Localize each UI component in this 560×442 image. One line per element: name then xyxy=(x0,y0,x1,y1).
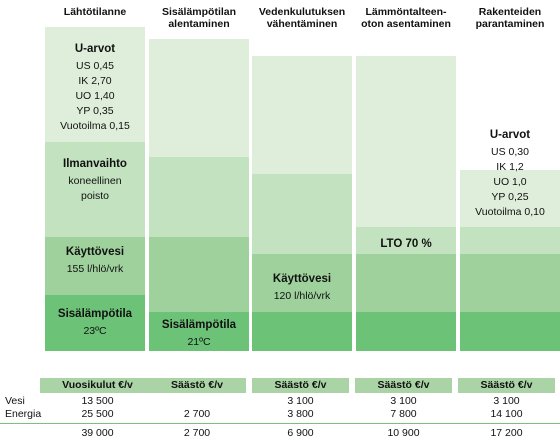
table-header-cell: Säästö €/v xyxy=(171,379,223,391)
segment-label-line: IK 2,70 xyxy=(78,75,112,87)
table-cell: 3 100 xyxy=(390,395,417,407)
table-cell: 6 900 xyxy=(287,427,314,439)
segment-label-line: Vuotoilma 0,10 xyxy=(475,206,545,218)
table-cell: 3 800 xyxy=(287,408,314,420)
column-heading-line: Rakenteiden xyxy=(478,6,542,18)
column-segment-lightest xyxy=(45,27,145,142)
segment-label-line: LTO 70 % xyxy=(380,238,432,250)
table-cell: 3 100 xyxy=(287,395,314,407)
table-cell: 3 100 xyxy=(493,395,520,407)
column-heading-line: vähentäminen xyxy=(266,18,338,30)
column-heading-line: Sisälämpötilan xyxy=(161,6,237,18)
table-row: Energia 25 500 2 700 3 800 7 800 14 100 xyxy=(0,408,560,421)
column-segment-dark xyxy=(356,312,456,351)
table-header-bar xyxy=(252,378,349,393)
column-heading-line: Vedenkulutuksen xyxy=(258,6,346,18)
table-cell: 25 500 xyxy=(81,408,114,420)
table-cell: 14 100 xyxy=(490,408,523,420)
segment-label: Käyttövesi 155 l/hlö/vrk xyxy=(45,243,145,277)
table-header-bar xyxy=(148,378,246,393)
segment-label-line: UO 1,0 xyxy=(493,176,527,188)
segment-label: U-arvot US 0,30 IK 1,2 UO 1,0 YP 0,25 Vuotoil… xyxy=(460,126,560,220)
segment-label: Käyttövesi 120 l/hlö/vrk xyxy=(252,270,352,304)
segment-label-line: YP 0,35 xyxy=(76,105,114,117)
row-label: Energia xyxy=(5,408,42,420)
column-heading: Vedenkulutuksen vähentäminen xyxy=(248,6,356,36)
column-segment-dark xyxy=(45,295,145,351)
table-row: Vesi 13 500 3 100 3 100 3 100 xyxy=(0,395,560,408)
segment-label-line: 23ºC xyxy=(83,325,107,337)
table-cell: 2 700 xyxy=(183,427,211,439)
column-segment-lightest xyxy=(252,56,352,174)
segment-label: LTO 70 % xyxy=(356,235,456,254)
column-heading-line: Lähtötilanne xyxy=(63,6,127,18)
segment-label: Sisälämpötila 23ºC xyxy=(45,305,145,339)
table-header-cell: Säästö €/v xyxy=(480,379,533,391)
column-segment-lightest xyxy=(460,170,560,227)
segment-label-line: Ilmanvaihto xyxy=(63,158,127,170)
segment-label-line: YP 0,25 xyxy=(491,191,529,203)
table-cell: 2 700 xyxy=(183,408,211,420)
column-heading: Sisälämpötilan alentaminen xyxy=(145,6,253,36)
segment-label-line: US 0,45 xyxy=(76,60,114,72)
table-divider xyxy=(0,423,560,424)
segment-label-line: 21ºC xyxy=(187,336,211,348)
segment-label: Sisälämpötila 21ºC xyxy=(149,316,249,350)
segment-label-line: U-arvot xyxy=(489,129,531,141)
column-segment-medium xyxy=(460,254,560,312)
segment-label-line: 155 l/hlö/vrk xyxy=(66,263,124,275)
segment-label-line: UO 1,40 xyxy=(75,90,115,102)
segment-label-line: US 0,30 xyxy=(491,146,529,158)
column-heading-line: alentaminen xyxy=(168,18,230,30)
column-segment-medium xyxy=(252,254,352,312)
column-heading-line: parantaminen xyxy=(475,18,545,30)
column-segment-lightest xyxy=(356,56,456,227)
segment-label: Ilmanvaihto koneellinen poisto xyxy=(45,155,145,204)
column-heading-line: oton asentaminen xyxy=(361,18,451,30)
column-segment-light xyxy=(356,227,456,254)
segment-label-line: Sisälämpötila xyxy=(161,319,237,331)
column-segment-lightest xyxy=(149,39,249,157)
table-header-bar xyxy=(355,378,452,393)
table-cell: 13 500 xyxy=(81,395,114,407)
row-label: Vesi xyxy=(5,395,25,407)
table-header-row: Vuosikulut €/v Säästö €/v Säästö €/v Sää… xyxy=(0,379,560,392)
segment-label-line: Käyttövesi xyxy=(65,246,125,258)
table-header-cell: Vuosikulut €/v xyxy=(62,379,133,391)
column-segment-dark xyxy=(252,312,352,351)
column-segment-light xyxy=(252,174,352,254)
column-heading: Rakenteiden parantaminen xyxy=(456,6,560,36)
column-heading-line: Lämmöntalteen- xyxy=(365,6,447,18)
segment-label-line: 120 l/hlö/vrk xyxy=(273,290,331,302)
column-segment-medium xyxy=(149,237,249,312)
segment-label-line: U-arvot xyxy=(74,43,116,55)
table-cell: 39 000 xyxy=(81,427,114,439)
column-segment-medium xyxy=(356,254,456,312)
column-segment-light xyxy=(460,227,560,254)
table-header-bar xyxy=(40,378,155,393)
segment-label-line: IK 1,2 xyxy=(496,161,524,173)
column-segment-dark xyxy=(460,312,560,351)
column-heading: Lämmöntalteen-oton asentaminen xyxy=(352,6,460,36)
column-segment-dark xyxy=(149,312,249,351)
table-cell: 10 900 xyxy=(387,427,420,439)
column-segment-light xyxy=(45,142,145,237)
segment-label-line: Sisälämpötila xyxy=(57,308,133,320)
column-segment-light xyxy=(149,157,249,237)
table-header-bar xyxy=(458,378,555,393)
table-header-cell: Säästö €/v xyxy=(274,379,327,391)
segment-label-line: Käyttövesi xyxy=(272,273,332,285)
column-heading: Lähtötilanne xyxy=(41,6,149,36)
table-header-cell: Säästö €/v xyxy=(377,379,430,391)
segment-label-line: poisto xyxy=(80,190,110,202)
segment-label-line: koneellinen xyxy=(68,175,122,187)
table-cell: 17 200 xyxy=(490,427,523,439)
column-segment-medium xyxy=(45,237,145,295)
table-cell: 7 800 xyxy=(390,408,417,420)
segment-label: U-arvot US 0,45 IK 2,70 UO 1,40 YP 0,35 Vuoto… xyxy=(45,40,145,134)
segment-label-line: Vuotoilma 0,15 xyxy=(60,120,130,132)
table-total-row: 39 000 2 700 6 900 10 900 17 200 xyxy=(0,427,560,440)
